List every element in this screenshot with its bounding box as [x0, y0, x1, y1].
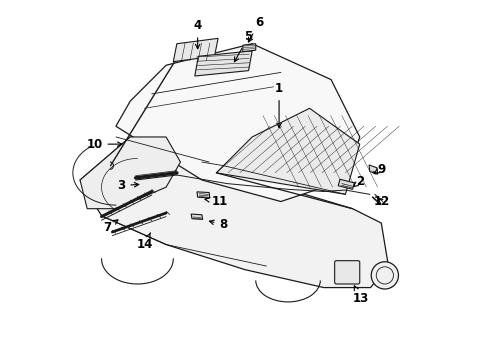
- Text: 14: 14: [136, 233, 153, 251]
- Polygon shape: [80, 137, 180, 209]
- Polygon shape: [197, 192, 210, 198]
- Text: 3: 3: [117, 179, 139, 192]
- Polygon shape: [338, 179, 354, 189]
- Polygon shape: [243, 44, 256, 51]
- Polygon shape: [195, 51, 252, 76]
- Polygon shape: [191, 214, 203, 220]
- Text: 1: 1: [275, 82, 283, 127]
- Text: 4: 4: [194, 19, 202, 49]
- FancyBboxPatch shape: [335, 261, 360, 284]
- Polygon shape: [173, 39, 218, 62]
- Text: 12: 12: [374, 195, 390, 208]
- Circle shape: [371, 262, 398, 289]
- Text: 8: 8: [209, 218, 228, 231]
- Polygon shape: [80, 137, 389, 288]
- Text: 2: 2: [353, 175, 364, 188]
- Polygon shape: [116, 44, 360, 202]
- Text: 7: 7: [103, 220, 118, 234]
- Text: 13: 13: [352, 286, 368, 305]
- Text: 9: 9: [374, 163, 386, 176]
- Polygon shape: [216, 108, 360, 194]
- Text: 5: 5: [234, 30, 253, 62]
- Polygon shape: [369, 165, 378, 174]
- Text: 11: 11: [205, 195, 228, 208]
- Text: 10: 10: [86, 138, 122, 150]
- Text: 6: 6: [248, 16, 264, 42]
